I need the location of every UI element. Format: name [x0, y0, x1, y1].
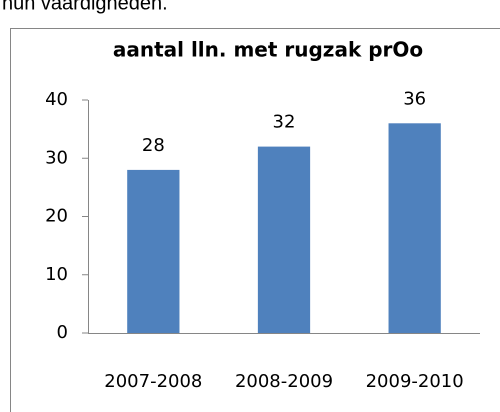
chart-title: aantal lln. met rugzak prOo [113, 38, 423, 62]
y-tick-label: 20 [45, 206, 68, 227]
y-tick-label: 10 [45, 264, 68, 285]
bar [388, 123, 441, 333]
data-label: 36 [403, 88, 426, 109]
y-tick-label: 30 [45, 147, 68, 168]
bar [127, 169, 180, 333]
data-label: 28 [142, 135, 165, 156]
x-tick-label: 2009-2010 [366, 371, 464, 392]
y-tick-label: 0 [57, 322, 68, 343]
x-tick-label: 2008-2009 [235, 371, 333, 392]
x-tick-label: 2007-2008 [104, 371, 202, 392]
data-label: 32 [273, 112, 296, 133]
y-tick-label: 40 [45, 89, 68, 110]
document-text: hun vaardigheden. [2, 0, 168, 14]
bar [257, 146, 311, 333]
